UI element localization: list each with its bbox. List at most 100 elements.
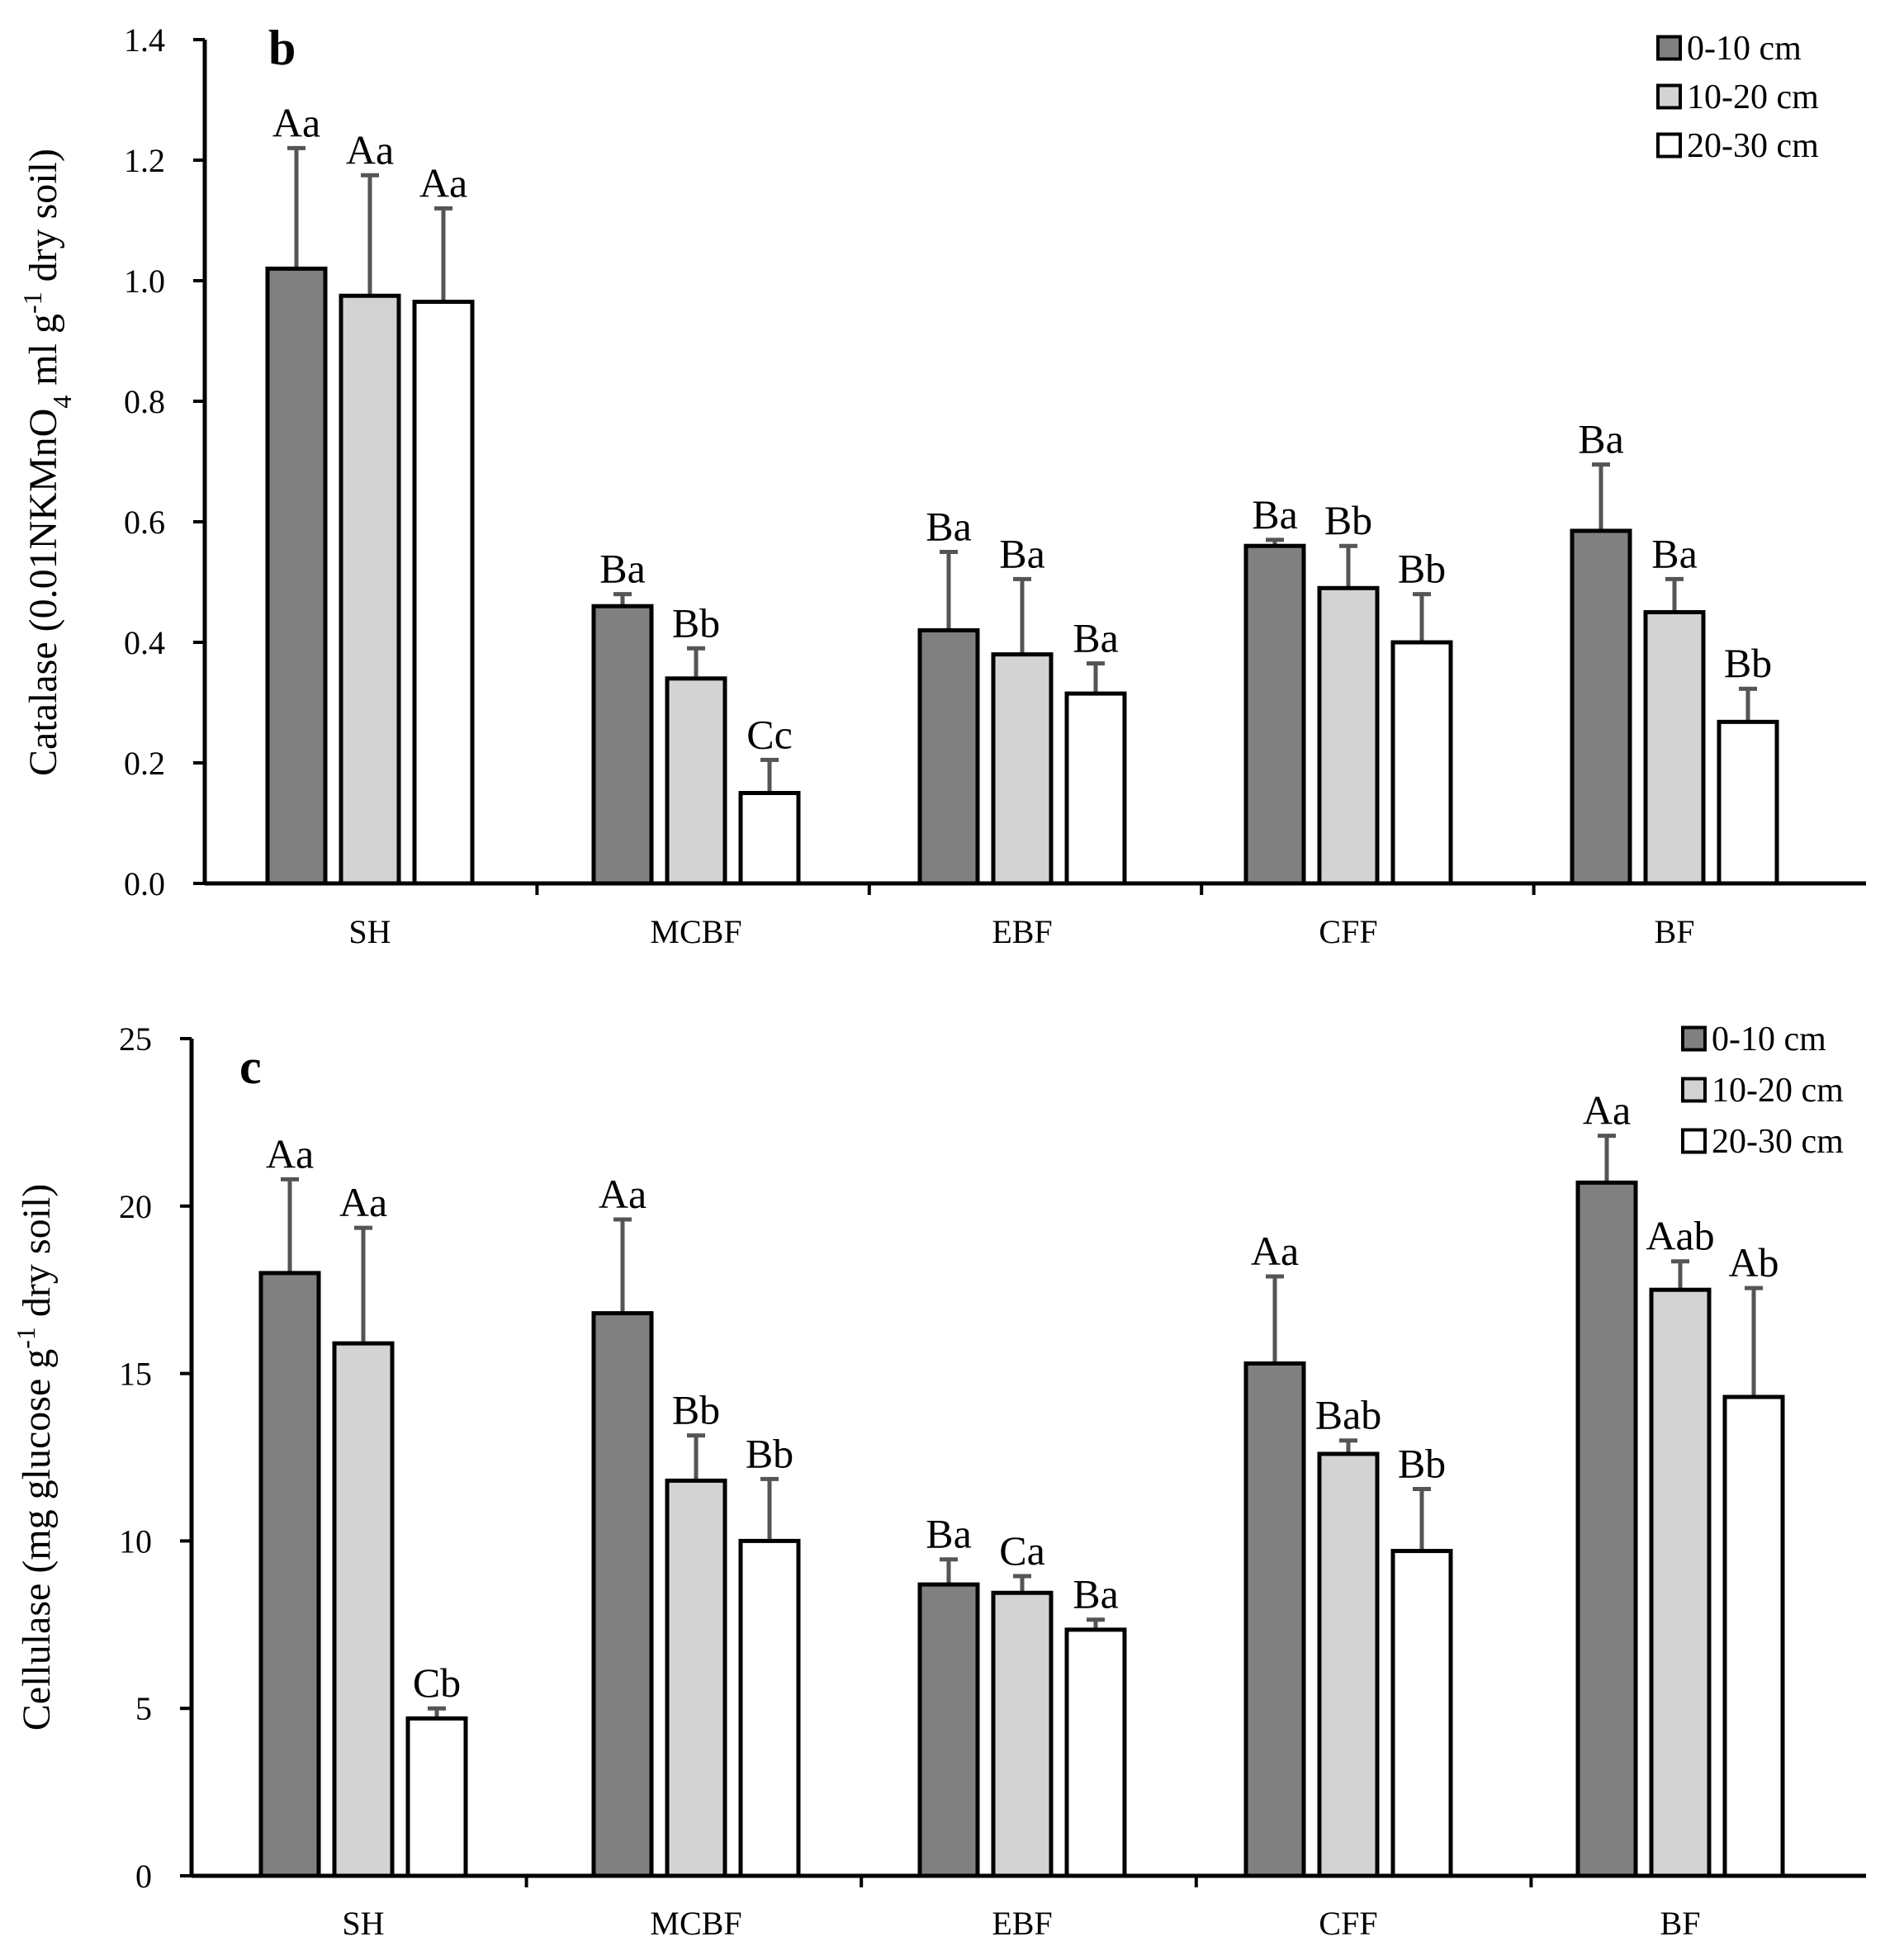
significance-label: Aa	[346, 126, 394, 173]
significance-label: Ba	[926, 1511, 972, 1557]
cellulase-chart: 0 5 10 15 20 25 SH MCBF EBF CFF BF Aa Aa Ba Aa Aa Aa Bb Ca…	[11, 1020, 1866, 1942]
bar	[738, 1538, 801, 1878]
legend-swatch	[1681, 1128, 1707, 1154]
bar	[991, 652, 1054, 886]
bar	[991, 1590, 1054, 1878]
significance-label: Bb	[1724, 640, 1772, 686]
y-tick-label: 25	[119, 1020, 152, 1058]
significance-label: Ba	[599, 546, 646, 592]
y-tick-label: 1.2	[124, 142, 165, 179]
bar	[412, 300, 475, 886]
category-label: MCBF	[650, 1905, 741, 1942]
y-axis-title: Catalase (0.01NKMnO4 ml g-1 dry soil)	[17, 149, 77, 776]
significance-label: Bb	[1398, 546, 1446, 592]
bar	[405, 1716, 468, 1878]
legend-swatch	[1656, 83, 1682, 110]
category-label: SH	[348, 913, 391, 950]
y-tick-label: 0.6	[124, 504, 165, 541]
significance-label: Bb	[1398, 1441, 1446, 1487]
legend-label: 0-10 cm	[1712, 1020, 1826, 1058]
legend-swatch	[1656, 132, 1682, 159]
bar	[258, 1271, 321, 1878]
panel-letter: c	[239, 1039, 262, 1094]
bar	[591, 604, 654, 886]
bar	[1575, 1180, 1638, 1878]
legend-swatch	[1681, 1077, 1707, 1103]
significance-label: Bb	[1324, 497, 1372, 543]
category-label: EBF	[992, 913, 1052, 950]
y-tick-label: 5	[135, 1690, 152, 1727]
significance-label: Bab	[1315, 1392, 1382, 1438]
significance-label: Ba	[1651, 530, 1698, 576]
significance-label: Ba	[926, 504, 972, 550]
bar	[265, 266, 328, 886]
category-label: BF	[1660, 1905, 1701, 1942]
y-tick-label: 1.0	[124, 263, 165, 300]
significance-label: Ab	[1728, 1239, 1778, 1285]
category-label: EBF	[992, 1905, 1052, 1942]
bar	[1317, 585, 1380, 886]
significance-label: Aa	[419, 159, 467, 206]
significance-label: Cc	[746, 711, 793, 757]
legend-label: 10-20 cm	[1712, 1072, 1844, 1110]
category-label: BF	[1655, 913, 1695, 950]
legend-swatch	[1656, 35, 1682, 61]
significance-label: Ba	[1073, 1571, 1119, 1617]
y-tick-label: 0.8	[124, 383, 165, 420]
bar	[665, 676, 727, 886]
bar	[1717, 719, 1779, 886]
bar	[339, 293, 401, 886]
significance-label: Aa	[266, 1130, 314, 1177]
bar	[665, 1478, 727, 1878]
legend-swatch	[1681, 1025, 1707, 1052]
y-tick-label: 0	[135, 1858, 152, 1895]
bar	[738, 791, 801, 886]
significance-label: Bb	[746, 1430, 793, 1476]
legend-label: 0-10 cm	[1687, 30, 1802, 68]
y-tick-label: 20	[119, 1188, 152, 1225]
bar	[1390, 640, 1453, 886]
category-label: CFF	[1319, 913, 1377, 950]
category-label: SH	[342, 1905, 384, 1942]
significance-label: Ba	[1578, 416, 1624, 462]
bar	[1649, 1287, 1712, 1878]
y-tick-label: 10	[119, 1522, 152, 1560]
bar	[1570, 528, 1632, 886]
catalase-chart: 0.0 0.2 0.4 0.6 0.8 1.0 1.2 1.4 SH MCBF EBF CFF BF Aa…	[17, 21, 1866, 950]
y-tick-label: 0.2	[124, 745, 165, 782]
bar	[1317, 1451, 1380, 1878]
bar	[1243, 1361, 1306, 1878]
category-label: MCBF	[650, 913, 741, 950]
significance-label: Aa	[1583, 1087, 1631, 1134]
significance-label: Ca	[999, 1527, 1045, 1574]
significance-label: Ba	[1252, 491, 1298, 537]
bar	[1243, 543, 1306, 886]
legend-label: 20-30 cm	[1687, 127, 1819, 165]
bar	[1643, 610, 1706, 886]
y-tick-label: 0.4	[124, 624, 165, 661]
significance-label: Aa	[339, 1179, 387, 1225]
y-axis-title: Cellulase (mg glucose g-1 dry soil)	[11, 1184, 59, 1731]
significance-label: Ba	[1073, 615, 1119, 661]
significance-label: Bb	[672, 1387, 720, 1433]
category-label: CFF	[1319, 1905, 1377, 1942]
y-tick-label: 15	[119, 1356, 152, 1393]
y-tick-label: 0.0	[124, 865, 165, 902]
bar	[917, 627, 980, 886]
bar	[591, 1311, 654, 1878]
significance-label: Ba	[999, 530, 1045, 576]
y-tick-label: 1.4	[124, 21, 165, 59]
panel-letter: b	[268, 21, 296, 75]
significance-label: Bb	[672, 599, 720, 646]
significance-label: Cb	[413, 1660, 461, 1706]
bar	[332, 1341, 395, 1878]
significance-label: Aa	[1251, 1228, 1299, 1274]
bar	[917, 1582, 980, 1878]
bar	[1722, 1394, 1785, 1878]
legend-label: 20-30 cm	[1712, 1123, 1844, 1161]
significance-label: Aa	[599, 1171, 647, 1217]
bar	[1064, 1627, 1127, 1878]
legend-label: 10-20 cm	[1687, 78, 1819, 116]
significance-label: Aa	[272, 99, 320, 145]
